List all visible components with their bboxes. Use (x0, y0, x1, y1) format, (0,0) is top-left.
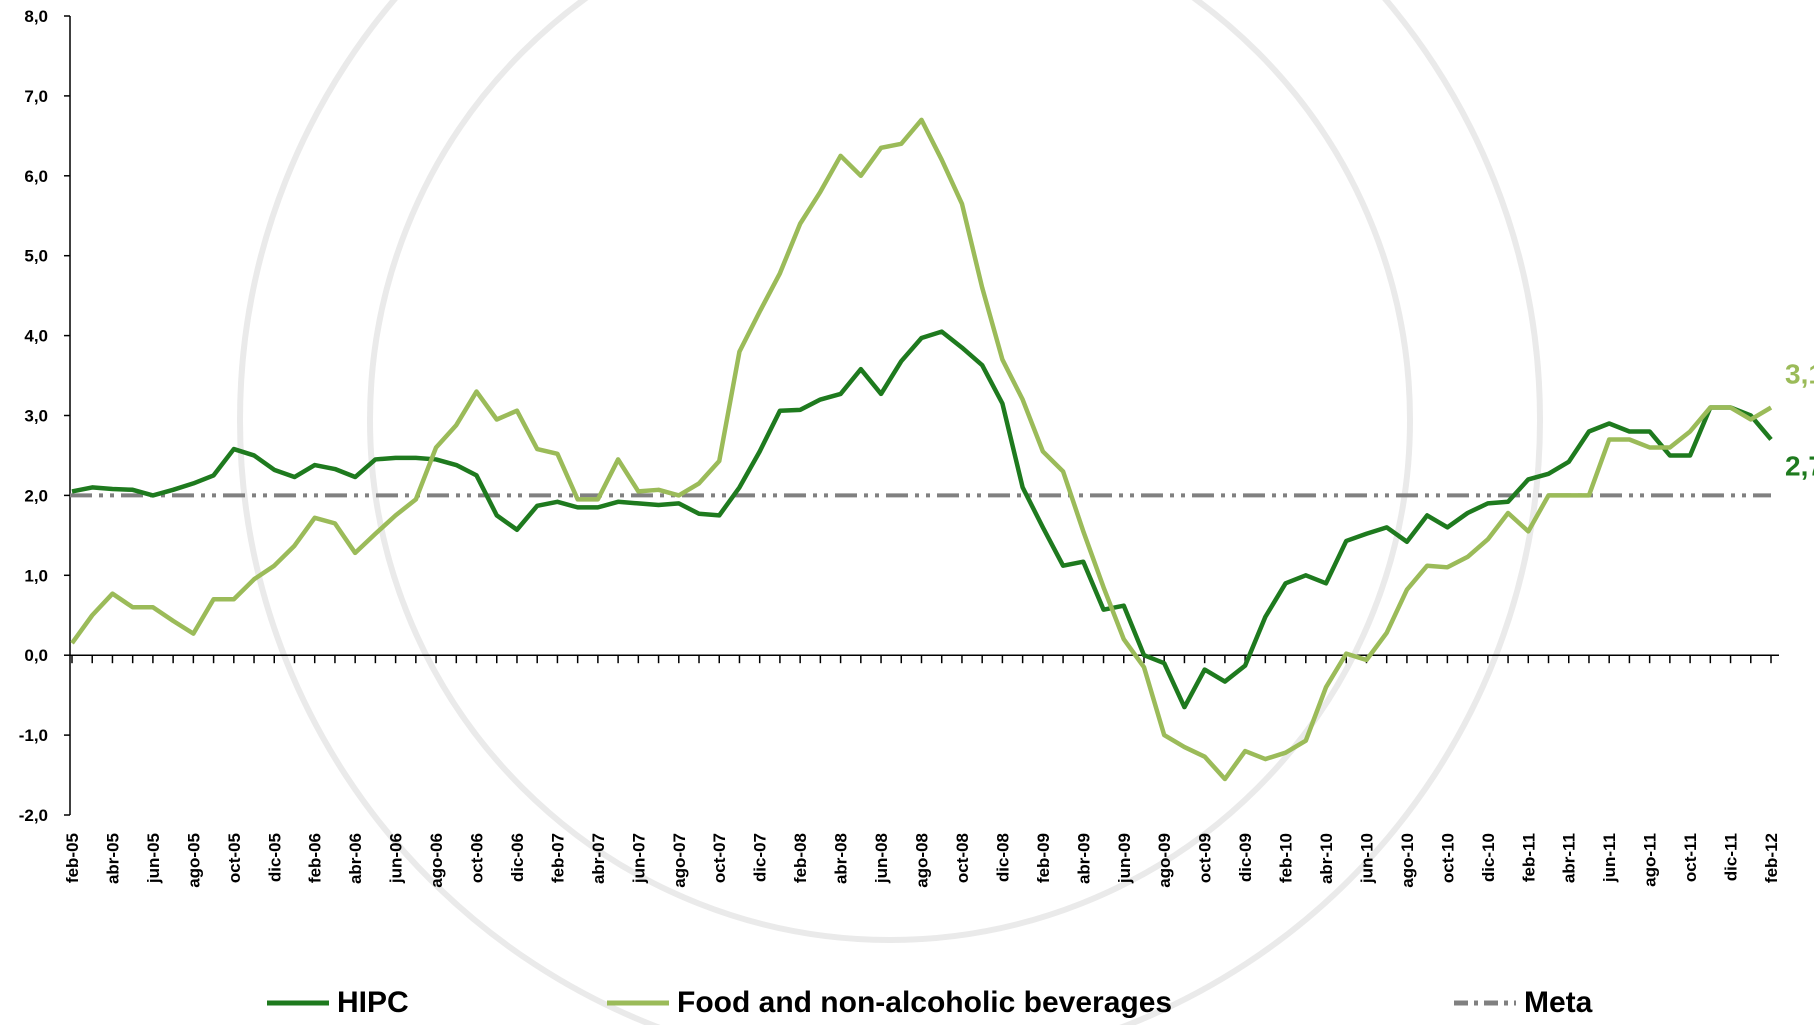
x-tick-label: oct-09 (1196, 833, 1215, 883)
x-tick-label: jun-09 (1115, 833, 1134, 884)
x-tick-label: abr-05 (103, 833, 122, 884)
x-tick-label: jun-07 (629, 833, 648, 884)
watermark-ring (367, 0, 1413, 943)
y-tick-label: 2,0 (24, 486, 48, 505)
watermark (237, 0, 1543, 1025)
x-tick-label: feb-10 (1277, 833, 1296, 883)
y-tick-label: 5,0 (24, 247, 48, 266)
x-tick-label: feb-05 (63, 833, 82, 883)
x-tick-label: ago-06 (427, 833, 446, 888)
x-tick-label: oct-11 (1681, 833, 1700, 882)
x-tick-label: jun-08 (872, 833, 891, 884)
x-tick-label: oct-10 (1438, 833, 1457, 883)
x-tick-label: abr-07 (589, 833, 608, 884)
end-label: 2,7 (1785, 450, 1814, 481)
x-tick-label: dic-07 (751, 833, 770, 882)
x-tick-label: jun-10 (1357, 833, 1376, 884)
y-tick-label: 8,0 (24, 7, 48, 26)
x-tick-label: oct-08 (953, 833, 972, 883)
y-tick-label: 7,0 (24, 87, 48, 106)
x-tick-label: jun-05 (144, 833, 163, 884)
x-tick-label: feb-07 (548, 833, 567, 883)
x-tick-label: ago-08 (913, 833, 932, 888)
x-tick-label: feb-11 (1519, 833, 1538, 882)
x-tick-label: ago-07 (670, 833, 689, 888)
y-tick-label: -2,0 (19, 806, 48, 825)
x-tick-label: dic-08 (993, 833, 1012, 882)
y-tick-label: 3,0 (24, 407, 48, 426)
x-tick-label: oct-05 (225, 833, 244, 883)
x-tick-label: dic-06 (508, 833, 527, 882)
x-tick-label: dic-09 (1236, 833, 1255, 882)
x-tick-label: feb-08 (791, 833, 810, 883)
x-tick-label: abr-06 (346, 833, 365, 884)
x-tick-label: feb-06 (306, 833, 325, 883)
y-tick-label: 1,0 (24, 566, 48, 585)
legend-label: Meta (1524, 986, 1593, 1019)
x-tick-label: oct-07 (710, 833, 729, 883)
x-tick-label: oct-06 (468, 833, 487, 883)
x-tick-label: ago-11 (1641, 833, 1660, 887)
x-tick-label: ago-05 (184, 833, 203, 888)
x-tick-label: abr-09 (1074, 833, 1093, 884)
x-tick-label: dic-05 (265, 833, 284, 882)
watermark-ring (237, 0, 1543, 1025)
x-tick-label: dic-10 (1479, 833, 1498, 882)
x-tick-label: abr-08 (832, 833, 851, 884)
end-label: 3,1 (1785, 359, 1814, 390)
legend-label: Food and non-alcoholic beverages (677, 986, 1172, 1019)
x-tick-label: jun-11 (1600, 833, 1619, 883)
series-line (71, 329, 1773, 710)
x-tick-label: abr-10 (1317, 833, 1336, 884)
y-tick-label: 0,0 (24, 646, 48, 665)
y-tick-label: 6,0 (24, 167, 48, 186)
x-tick-label: jun-06 (387, 833, 406, 884)
y-tick-label: -1,0 (19, 726, 48, 745)
legend-label: HIPC (337, 986, 409, 1019)
x-tick-label: ago-10 (1398, 833, 1417, 888)
x-tick-label: dic-11 (1722, 833, 1741, 881)
x-tick-label: feb-09 (1034, 833, 1053, 883)
x-tick-label: feb-12 (1762, 833, 1781, 883)
y-tick-label: 4,0 (24, 327, 48, 346)
x-tick-label: ago-09 (1155, 833, 1174, 888)
x-tick-label: abr-11 (1560, 833, 1579, 883)
series-line (70, 117, 1773, 782)
